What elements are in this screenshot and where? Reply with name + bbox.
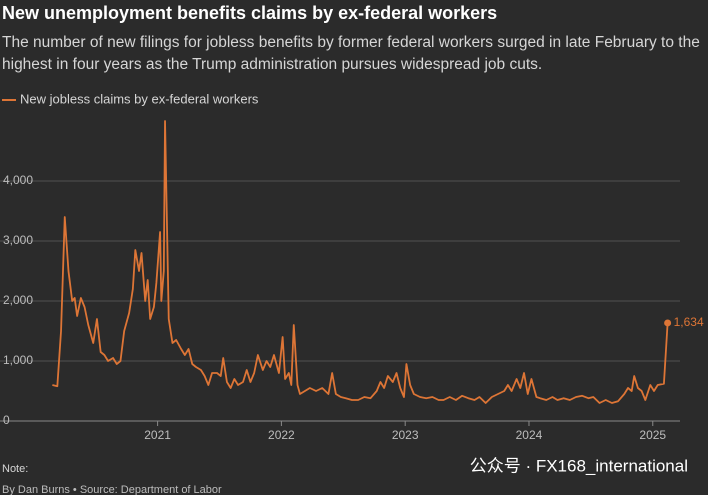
chart-subtitle: The number of new filings for jobless be…: [2, 34, 700, 73]
y-tick-label: 1,000: [3, 353, 33, 367]
x-tick-label: 2024: [516, 428, 543, 442]
x-tick-label: 2021: [144, 428, 171, 442]
end-point: [664, 319, 672, 327]
y-tick-label: 2,000: [3, 293, 33, 307]
chart-title: New unemployment benefits claims by ex-f…: [2, 3, 498, 23]
note: Note:: [2, 463, 28, 475]
x-tick-label: 2022: [268, 428, 295, 442]
source: By Dan Burns • Source: Department of Lab…: [2, 484, 222, 495]
watermark: 公众号 · FX168_international: [470, 456, 688, 475]
legend-label: New jobless claims by ex-federal workers: [20, 91, 259, 106]
y-tick-label: 0: [3, 413, 10, 427]
y-tick-label: 3,000: [3, 233, 33, 247]
y-tick-label: 4,000: [3, 173, 33, 187]
x-tick-label: 2023: [392, 428, 419, 442]
data-line: [52, 120, 669, 404]
value-label: 1,634: [674, 315, 704, 329]
x-tick-label: 2025: [639, 428, 666, 442]
